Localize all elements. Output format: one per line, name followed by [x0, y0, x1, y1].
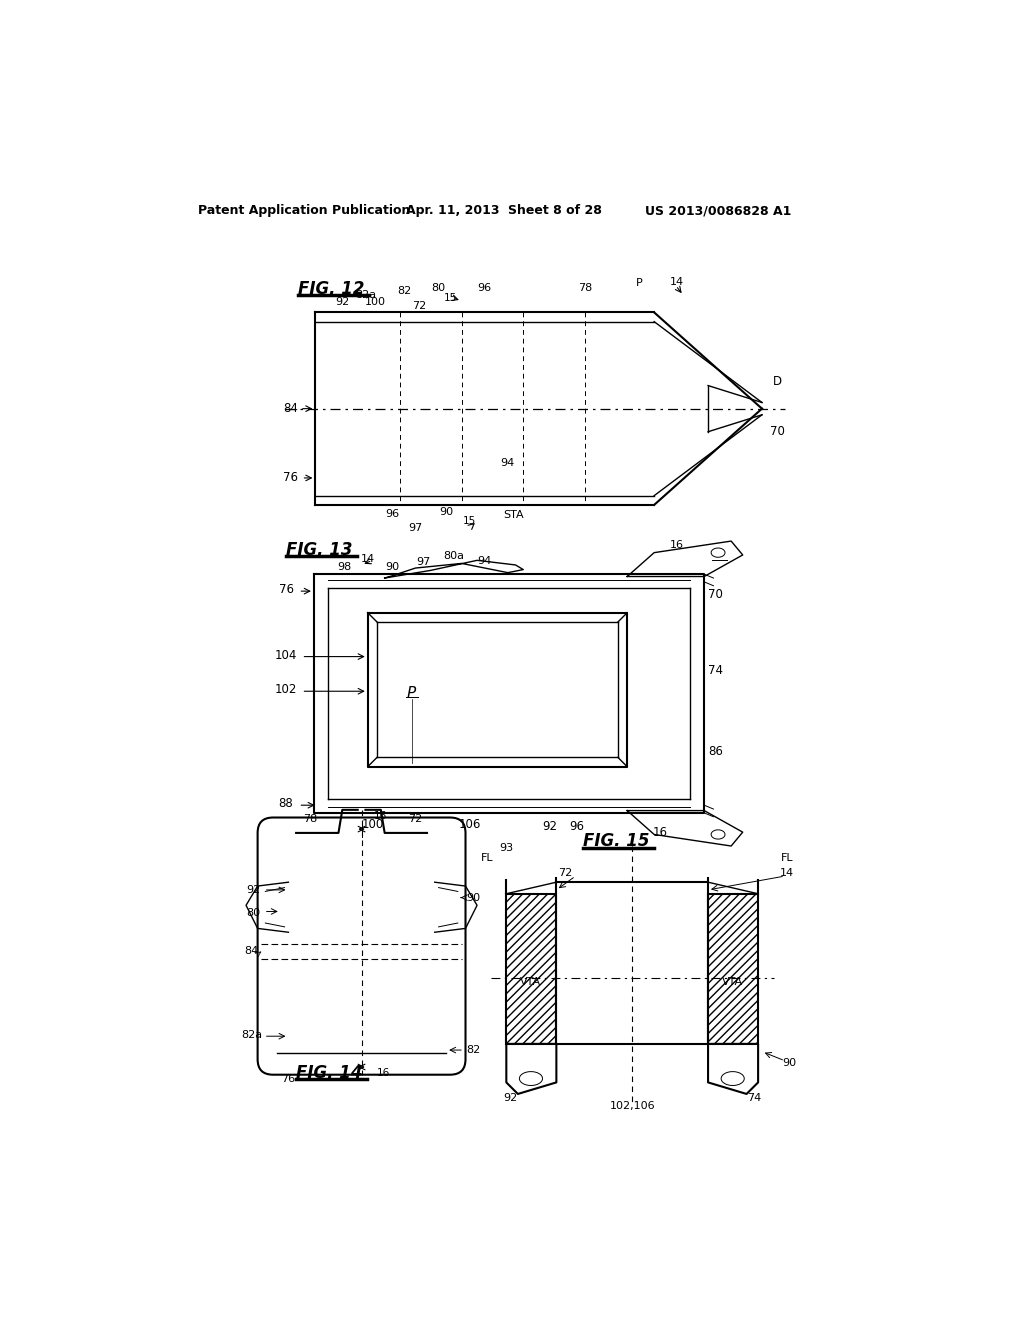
Text: FL: FL [781, 853, 794, 862]
Text: 100: 100 [362, 818, 384, 832]
Text: 76: 76 [282, 1073, 296, 1084]
Text: FL: FL [480, 853, 494, 862]
Text: 90: 90 [439, 507, 454, 517]
Text: VTA: VTA [520, 977, 542, 987]
Text: US 2013/0086828 A1: US 2013/0086828 A1 [645, 205, 792, 218]
Text: 102,106: 102,106 [609, 1101, 655, 1110]
Text: 93: 93 [500, 842, 513, 853]
Text: 84: 84 [245, 946, 259, 957]
Text: 78: 78 [303, 814, 317, 824]
Text: 90: 90 [782, 1059, 796, 1068]
Text: Apr. 11, 2013: Apr. 11, 2013 [407, 205, 500, 218]
Text: 96: 96 [478, 282, 492, 293]
Text: 96: 96 [385, 510, 399, 519]
Text: 14: 14 [360, 554, 375, 564]
Text: 16: 16 [374, 810, 387, 821]
Text: FIG. 13: FIG. 13 [286, 541, 352, 558]
Text: 94: 94 [477, 556, 492, 566]
Text: 76: 76 [284, 471, 298, 484]
Text: 16: 16 [671, 540, 684, 550]
Text: 70: 70 [770, 425, 784, 438]
Text: 92: 92 [503, 1093, 517, 1102]
Text: 82: 82 [466, 1045, 480, 1055]
Text: 70: 70 [709, 589, 723, 602]
Text: 14: 14 [670, 277, 684, 286]
Text: 97: 97 [409, 523, 423, 533]
Text: 16: 16 [377, 1068, 390, 1078]
Text: 15: 15 [443, 293, 457, 302]
Text: 100: 100 [365, 297, 386, 308]
Text: 80: 80 [431, 282, 445, 293]
Text: 74: 74 [709, 664, 723, 677]
Text: 16: 16 [653, 825, 668, 838]
Text: 92: 92 [247, 884, 261, 895]
Text: 82: 82 [396, 286, 411, 296]
Text: 78: 78 [578, 282, 592, 293]
Text: 102: 102 [274, 684, 297, 696]
Text: FIG. 14: FIG. 14 [296, 1064, 362, 1082]
Text: 15: 15 [463, 516, 476, 527]
Text: FIG. 15: FIG. 15 [583, 833, 649, 850]
Text: 96: 96 [569, 820, 585, 833]
Text: P: P [407, 686, 416, 701]
Text: 90: 90 [385, 561, 399, 572]
Text: 84: 84 [284, 403, 298, 416]
Text: STA: STA [504, 510, 524, 520]
Text: VTA: VTA [722, 977, 743, 987]
Text: D: D [773, 375, 782, 388]
Text: 80a: 80a [443, 550, 465, 561]
Polygon shape [506, 894, 556, 1044]
Text: 92: 92 [543, 820, 558, 833]
Text: 90: 90 [466, 892, 480, 903]
Polygon shape [708, 894, 758, 1044]
Text: 72: 72 [558, 869, 572, 878]
Text: 88: 88 [279, 797, 294, 810]
Text: 86: 86 [709, 744, 723, 758]
Text: P: P [635, 279, 642, 288]
Text: 104: 104 [274, 648, 297, 661]
Text: 106: 106 [458, 818, 480, 832]
Text: 80: 80 [247, 908, 261, 917]
Text: 82a: 82a [355, 290, 376, 301]
Text: 98: 98 [338, 561, 352, 572]
Text: 92: 92 [335, 297, 349, 308]
Text: 94: 94 [501, 458, 515, 467]
FancyBboxPatch shape [258, 817, 466, 1074]
Text: 82a: 82a [241, 1030, 262, 1040]
Text: FIG. 12: FIG. 12 [298, 280, 365, 298]
Text: 97: 97 [416, 557, 430, 566]
Text: 14: 14 [780, 869, 795, 878]
Text: 74: 74 [748, 1093, 762, 1102]
Text: 72: 72 [409, 814, 423, 824]
Text: 76: 76 [279, 583, 294, 597]
Text: Sheet 8 of 28: Sheet 8 of 28 [508, 205, 602, 218]
Text: Patent Application Publication: Patent Application Publication [199, 205, 411, 218]
Text: 72: 72 [413, 301, 426, 312]
